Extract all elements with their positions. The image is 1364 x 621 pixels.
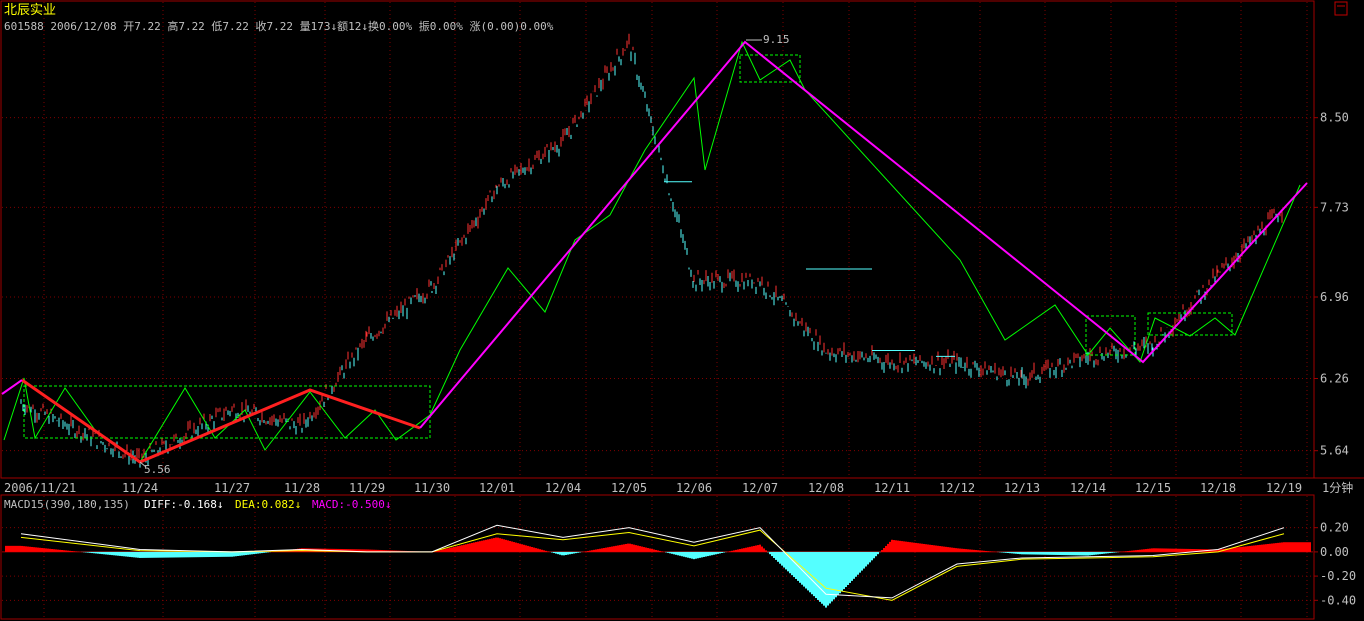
macd-title: MACD15(390,180,135): [4, 498, 130, 511]
x-tick-label: 11/24: [122, 481, 158, 495]
price-tick-label: 7.73: [1320, 200, 1349, 214]
macd-panel-border: [0, 494, 1315, 620]
consolidation-box: [1147, 312, 1233, 336]
x-tick-label: 11/28: [284, 481, 320, 495]
x-tick-label: 12/08: [808, 481, 844, 495]
consolidation-box: [739, 54, 801, 83]
x-tick-label: 2006/11/21: [4, 481, 76, 495]
price-tick-label: 5.64: [1320, 444, 1349, 458]
price-tick-label: 6.26: [1320, 371, 1349, 385]
x-tick-label: 12/01: [479, 481, 515, 495]
diff-line: [20, 524, 1285, 599]
window-toggle-button[interactable]: [1334, 1, 1348, 16]
zigzag-red: [21, 378, 421, 464]
dea-line: [20, 529, 1285, 601]
x-tick-label: 12/07: [742, 481, 778, 495]
macd-dea-label: DEA:0.082↓: [235, 498, 301, 511]
x-tick-label: 12/19: [1266, 481, 1302, 495]
x-tick-label: 12/04: [545, 481, 581, 495]
zigzag-lines: [1, 40, 1308, 464]
x-tick-label: 12/06: [676, 481, 712, 495]
price-axis: 8.50 7.73 6.96 6.26 5.64: [1314, 111, 1349, 458]
x-axis: 2006/11/21 11/24 11/27 11/28 11/29 11/30 12/01…: [4, 481, 1302, 495]
consolidation-box: [1085, 315, 1136, 356]
x-tick-label: 11/27: [214, 481, 250, 495]
x-tick-label: 12/12: [939, 481, 975, 495]
macd-plot: [5, 524, 1311, 608]
x-tick-label: 11/29: [349, 481, 385, 495]
macd-tick-label: 0.00: [1320, 545, 1349, 559]
consolidation-box: [23, 385, 431, 439]
macd-tick-label: -0.40: [1320, 593, 1356, 607]
macd-tick-label: -0.20: [1320, 569, 1356, 583]
x-tick-label: 11/30: [414, 481, 450, 495]
x-tick-label: 12/18: [1200, 481, 1236, 495]
macd-diff-label: DIFF:-0.168↓: [144, 498, 223, 511]
price-tick-label: 8.50: [1320, 111, 1349, 125]
low-label: 5.56: [144, 463, 171, 476]
macd-tick-label: 0.20: [1320, 521, 1349, 535]
macd-axis: 0.20 0.00 -0.20 -0.40: [1314, 521, 1356, 607]
x-tick-label: 12/05: [611, 481, 647, 495]
grid: [2, 2, 1313, 618]
x-tick-label: 12/15: [1135, 481, 1171, 495]
period-label[interactable]: 1分钟: [1322, 480, 1353, 495]
price-tick-label: 6.96: [1320, 290, 1349, 304]
x-tick-label: 12/13: [1004, 481, 1040, 495]
quote-line: 601588 2006/12/08 开7.22 高7.22 低7.22 收7.2…: [4, 19, 554, 33]
zigzag-minor: [3, 40, 1301, 463]
high-label: 9.15: [763, 33, 790, 46]
zigzag-major: [419, 40, 1308, 429]
zigzag-major-start: [1, 379, 23, 395]
x-tick-label: 12/11: [874, 481, 910, 495]
macd-value-label: MACD:-0.500↓: [312, 498, 391, 511]
stock-name: 北辰实业: [4, 3, 56, 18]
low-pointer: [139, 461, 147, 468]
x-tick-label: 12/14: [1070, 481, 1106, 495]
price-panel-border: [0, 0, 1315, 479]
